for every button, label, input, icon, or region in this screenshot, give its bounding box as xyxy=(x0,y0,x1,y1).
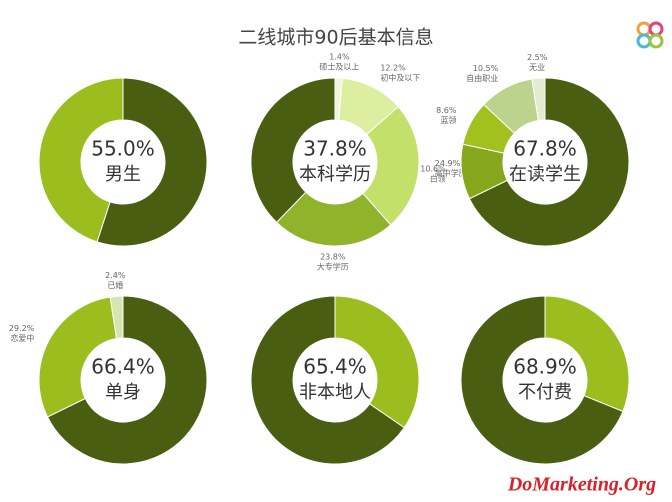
center-label: 非本地人 xyxy=(299,382,371,403)
center-value: 66.4% xyxy=(91,355,155,379)
donut-hole xyxy=(81,338,165,422)
segment-category-label: 大专学历 xyxy=(317,261,349,271)
segment-value-label: 23.8% xyxy=(320,252,346,261)
title: 二线城市90后基本信息 xyxy=(238,27,433,49)
center-value: 68.9% xyxy=(513,355,577,379)
segment-value-label: 8.6% xyxy=(436,106,457,115)
donut-hole xyxy=(293,120,377,204)
segment-value-label: 10.6% xyxy=(420,164,446,173)
center-label: 不付费 xyxy=(518,382,572,403)
segment-category-label: 恋爱中 xyxy=(10,333,34,343)
center-value: 37.8% xyxy=(303,137,367,161)
segment-category-label: 高中学历 xyxy=(435,168,467,178)
donut-hole xyxy=(293,338,377,422)
segment-category-label: 硕士及以上 xyxy=(319,62,359,72)
segment-category-label: 无业 xyxy=(529,62,545,72)
donut-hole xyxy=(503,120,587,204)
segment-value-label: 29.2% xyxy=(9,324,35,333)
segment-category-label: 蓝领 xyxy=(440,115,456,125)
segment-value-label: 2.4% xyxy=(105,271,126,280)
donut-hole xyxy=(503,338,587,422)
center-value: 55.0% xyxy=(91,137,155,161)
pie-segment xyxy=(96,77,208,247)
segment-value-label: 1.4% xyxy=(329,53,350,62)
center-label: 在读学生 xyxy=(509,164,581,185)
segment-value-label: 12.2% xyxy=(380,63,406,72)
center-value: 67.8% xyxy=(513,137,577,161)
segment-category-label: 初中及以下 xyxy=(380,72,420,82)
logo xyxy=(636,21,664,49)
center-label: 男生 xyxy=(105,164,141,185)
watermark: DoMarketing.Org xyxy=(507,474,656,496)
center-label: 单身 xyxy=(105,382,141,403)
segment-value-label: 24.9% xyxy=(435,159,461,168)
center-label: 本科学历 xyxy=(299,164,371,185)
pie-segment xyxy=(250,295,405,465)
segment-value-label: 2.5% xyxy=(527,53,548,62)
segment-category-label: 已婚 xyxy=(107,280,123,290)
center-value: 65.4% xyxy=(303,355,367,379)
segment-value-label: 10.5% xyxy=(473,64,499,73)
donut-hole xyxy=(81,120,165,204)
segment-category-label: 白领 xyxy=(430,173,446,183)
segment-category-label: 自由职业 xyxy=(466,73,498,83)
